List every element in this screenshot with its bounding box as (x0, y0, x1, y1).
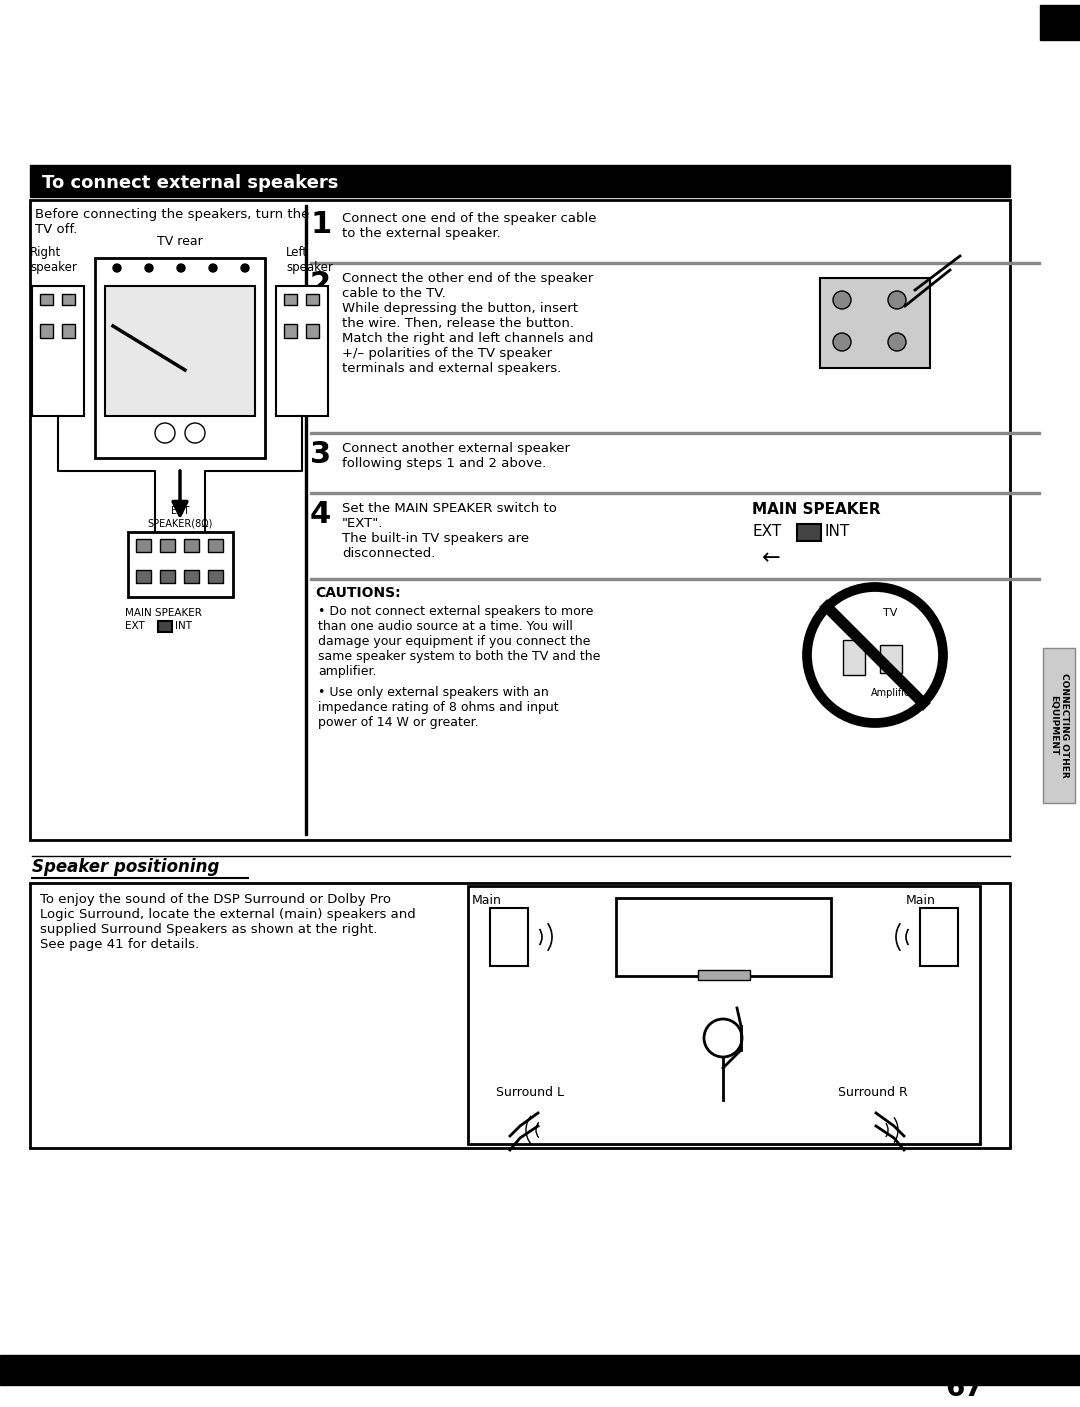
Bar (880, 644, 902, 673)
Bar (0, 1355, 1080, 1384)
Bar (284, 324, 297, 338)
Text: Set the MAIN SPEAKER switch to
"EXT".
The built-in TV speakers are
disconnected.: Set the MAIN SPEAKER switch to "EXT". Th… (342, 502, 557, 560)
Text: MAIN SPEAKER: MAIN SPEAKER (125, 608, 202, 618)
Bar (310, 578, 1040, 580)
Text: Surround L: Surround L (496, 1086, 564, 1099)
Bar (276, 286, 328, 416)
Bar (184, 539, 199, 552)
Text: Left
speaker: Left speaker (286, 246, 333, 274)
Text: R: R (933, 930, 944, 944)
Bar (40, 294, 53, 305)
Circle shape (113, 265, 121, 272)
Text: 3: 3 (310, 440, 332, 469)
Circle shape (807, 587, 943, 723)
Circle shape (145, 265, 153, 272)
Bar (490, 908, 528, 967)
Bar (136, 570, 151, 582)
Bar (158, 620, 172, 632)
Text: Connect another external speaker
following steps 1 and 2 above.: Connect another external speaker followi… (342, 442, 570, 470)
Text: • Use only external speakers with an
impedance rating of 8 ohms and input
power : • Use only external speakers with an imp… (318, 687, 558, 729)
Text: MAIN SPEAKER: MAIN SPEAKER (752, 502, 880, 516)
Bar (129, 532, 233, 597)
Bar (184, 570, 199, 582)
Text: Main: Main (906, 893, 936, 908)
Bar (820, 279, 930, 369)
Text: ←: ← (762, 547, 781, 568)
Bar (62, 324, 75, 338)
Text: 1: 1 (310, 210, 332, 239)
Bar (32, 286, 84, 416)
Text: INT: INT (825, 523, 850, 539)
Circle shape (704, 1019, 742, 1057)
Text: CONNECTING OTHER
EQUIPMENT: CONNECTING OTHER EQUIPMENT (1050, 673, 1069, 778)
Bar (698, 969, 750, 981)
Bar (105, 286, 255, 416)
Bar (208, 570, 222, 582)
Text: To connect external speakers: To connect external speakers (42, 174, 338, 191)
Bar (160, 570, 175, 582)
Bar (305, 205, 307, 834)
Text: Connect the other end of the speaker
cable to the TV.
While depressing the butto: Connect the other end of the speaker cab… (342, 272, 594, 376)
Text: Speaker positioning: Speaker positioning (32, 858, 219, 877)
Text: • Do not connect external speakers to more
than one audio source at a time. You : • Do not connect external speakers to mo… (318, 605, 600, 678)
Text: Connect one end of the speaker cable
to the external speaker.: Connect one end of the speaker cable to … (342, 212, 596, 241)
Circle shape (210, 265, 217, 272)
Bar (40, 324, 53, 338)
Bar (30, 200, 1010, 840)
Bar (136, 539, 151, 552)
Bar (843, 640, 865, 675)
Text: CAUTIONS:: CAUTIONS: (315, 585, 401, 599)
Text: EXT: EXT (752, 523, 781, 539)
Text: Surround R: Surround R (838, 1086, 908, 1099)
Bar (306, 324, 319, 338)
Text: Amplifier: Amplifier (870, 688, 915, 698)
Circle shape (833, 291, 851, 310)
Bar (797, 523, 821, 542)
Bar (310, 492, 1040, 494)
Circle shape (177, 265, 185, 272)
Text: Main: Main (472, 893, 502, 908)
Text: EXT
SPEAKER(8Ω): EXT SPEAKER(8Ω) (147, 507, 213, 528)
Circle shape (185, 424, 205, 443)
Bar (95, 257, 265, 459)
Circle shape (888, 291, 906, 310)
Text: 2: 2 (310, 270, 332, 300)
Text: Before connecting the speakers, turn the
TV off.: Before connecting the speakers, turn the… (35, 208, 309, 236)
Bar (160, 539, 175, 552)
Bar (30, 165, 1010, 197)
Text: L: L (504, 930, 513, 944)
Bar (30, 884, 1010, 1148)
Bar (616, 898, 831, 976)
Bar (920, 908, 958, 967)
Bar (284, 294, 297, 305)
Bar (310, 262, 1040, 263)
Text: 67: 67 (945, 1375, 984, 1401)
Text: TV rear: TV rear (157, 235, 203, 248)
Text: 4: 4 (310, 499, 332, 529)
Bar (1040, 6, 1080, 39)
Bar (310, 432, 1040, 433)
Text: To enjoy the sound of the DSP Surround or Dolby Pro
Logic Surround, locate the e: To enjoy the sound of the DSP Surround o… (40, 893, 416, 951)
Text: TV: TV (712, 930, 734, 944)
Bar (208, 539, 222, 552)
Text: EXT: EXT (125, 620, 145, 630)
Circle shape (833, 333, 851, 350)
Bar (468, 886, 980, 1144)
Text: INT: INT (175, 620, 192, 630)
Circle shape (888, 333, 906, 350)
Bar (306, 294, 319, 305)
Text: Right
speaker: Right speaker (30, 246, 77, 274)
Circle shape (156, 424, 175, 443)
Text: TV: TV (882, 608, 897, 618)
Bar (1043, 649, 1075, 803)
Bar (62, 294, 75, 305)
Circle shape (241, 265, 249, 272)
